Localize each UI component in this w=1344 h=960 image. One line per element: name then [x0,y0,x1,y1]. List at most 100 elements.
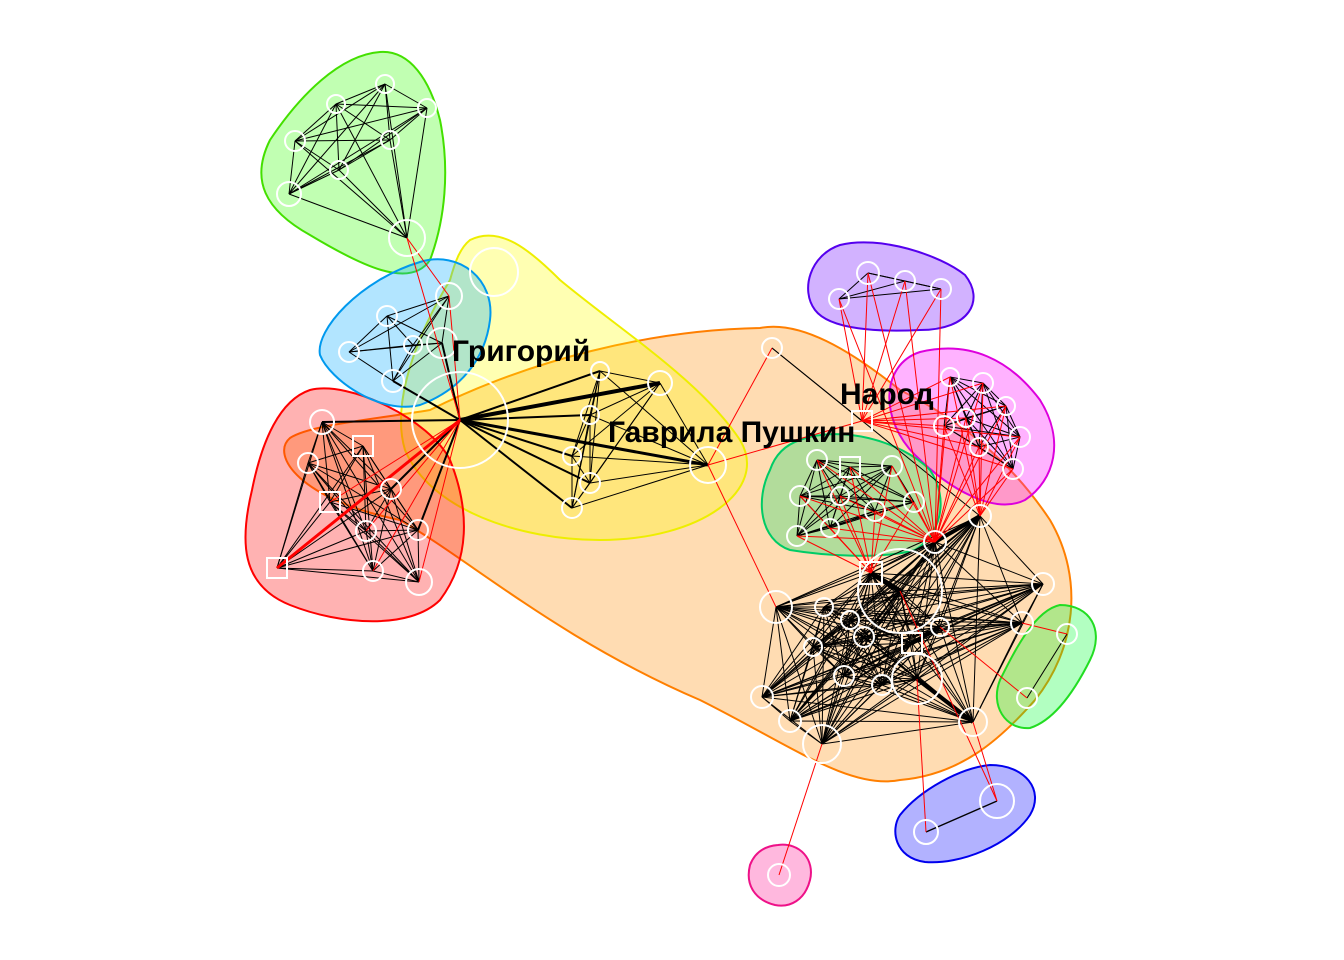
edge [913,501,936,543]
node-g5 [380,130,400,150]
node-c18 [958,707,988,737]
edge [870,572,1023,624]
edge [812,626,941,648]
edge [829,527,872,574]
edge [899,590,974,723]
node-c4 [857,548,943,634]
edge [789,515,981,722]
edge [288,193,408,239]
edge [571,414,591,457]
edge [979,382,984,517]
node-c6 [759,590,793,624]
edge [276,529,419,569]
edge [459,419,573,509]
edge [823,606,851,621]
edge [571,414,591,509]
node-p2 [894,270,916,292]
edge [849,466,872,574]
edge [916,583,1044,680]
edge [321,421,367,532]
edge [418,419,461,583]
node-c15 [891,653,943,705]
edge [1021,622,1068,635]
edge [949,376,984,384]
node-b6 [403,335,423,355]
edge [441,342,461,421]
edge [571,455,591,484]
edge [943,417,967,427]
node-g1 [375,74,395,94]
edge [294,139,391,142]
edge [816,459,893,467]
edge [939,626,1028,699]
edge [812,646,823,745]
edge [392,380,461,421]
node-sg1 [1056,623,1078,645]
node-r7 [407,519,429,541]
edge [816,459,876,512]
edge [933,514,982,544]
edge [823,590,901,608]
edge [392,295,450,382]
edge [288,139,391,195]
edge [417,529,420,583]
node-c12 [803,637,823,657]
edge [881,515,981,686]
edge [1026,633,1068,699]
edge [329,501,419,531]
node-t3 [881,455,903,477]
edge [799,459,818,497]
edge [911,515,981,644]
node-y6 [561,497,583,519]
edge [659,382,709,466]
edge [571,482,591,509]
edge [799,495,915,503]
nodes [266,74,1078,887]
edge [276,567,420,583]
node-m5 [969,437,989,457]
edge [365,488,392,532]
edge [406,237,450,297]
node-r6 [355,520,377,542]
edge [459,381,661,422]
edge [979,515,1044,585]
edge [796,495,801,537]
node-b1 [435,282,463,310]
edge [406,107,428,239]
node-c2 [923,530,947,554]
edge [386,315,414,346]
node-y1 [647,370,673,396]
edge [321,421,374,572]
node-t4 [789,485,811,507]
node-c20 [840,610,860,630]
edge [979,405,1007,517]
edge [965,417,1014,470]
edge [911,625,941,645]
edge [965,417,981,517]
edge [448,295,461,421]
edge [934,405,1007,543]
edge [288,107,428,195]
node-c5 [1031,572,1055,596]
edge [775,541,936,608]
edge [589,464,709,484]
hull-green-top [260,50,447,275]
edge [362,445,374,572]
edge [406,237,461,421]
node-o1 [761,337,783,359]
node-m2 [972,372,994,394]
edge [599,370,709,466]
edge [861,288,942,422]
edge [849,619,1023,624]
node-t5 [830,486,850,506]
edge [321,421,331,503]
edge [441,295,450,344]
node-t8 [820,518,840,538]
edge [838,288,942,300]
edge [863,583,1044,638]
edge [823,606,941,628]
node-y5 [579,472,601,494]
node-m7 [1002,458,1024,480]
edge [1012,436,1021,470]
